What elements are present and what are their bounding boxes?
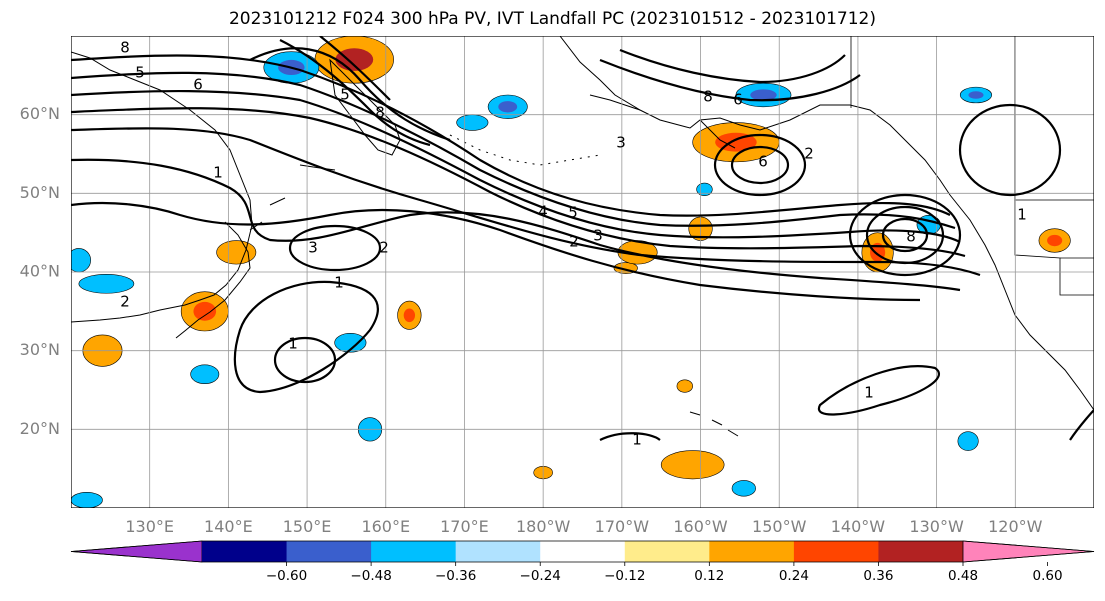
pv-region-14 <box>78 274 135 294</box>
contour-label: 1 <box>213 164 223 182</box>
colorbar-segment <box>371 541 457 562</box>
pv-region-24 <box>957 431 979 451</box>
contour-label: 6 <box>758 153 768 171</box>
colorbar-tick-label: −0.24 <box>520 568 561 584</box>
colorbar-tick-label: 0.24 <box>779 568 809 584</box>
colorbar-segment <box>624 541 710 562</box>
lon-tick-label: 150°E <box>283 517 332 536</box>
pv-region-2-core <box>498 101 518 113</box>
colorbar-tick-label: 0.60 <box>1033 568 1063 584</box>
pv-region-15-core <box>193 301 217 321</box>
contour-label: 4 <box>538 203 548 221</box>
contour-label: 6 <box>733 91 743 109</box>
chart-title: 2023101212 F024 300 hPa PV, IVT Landfall… <box>228 9 876 29</box>
lat-tick-label: 40°N <box>20 262 60 281</box>
contour-label: 8 <box>120 39 130 57</box>
colorbar-segment <box>878 541 964 562</box>
pv-region-3 <box>456 114 489 131</box>
colorbar-tick-label: −0.60 <box>266 568 307 584</box>
pv-region-8 <box>696 182 713 196</box>
pv-region-11-core <box>1047 234 1063 247</box>
contour-label: 1 <box>632 431 642 449</box>
contour-label: 1 <box>864 384 874 402</box>
colorbar-frame <box>70 540 1095 563</box>
lon-tick-label: 130°E <box>125 517 174 536</box>
axis-labels: 20°N 30°N 40°N 50°N 60°N 130°E 140°E 150°E 160°E… <box>20 104 1043 536</box>
colorbar-segment <box>455 541 541 562</box>
colorbar-segment <box>709 541 795 562</box>
pv-region-18 <box>334 333 367 353</box>
contour-label: 1 <box>288 335 298 353</box>
lat-tick-label: 30°N <box>20 340 60 359</box>
contour-label: 8 <box>906 228 916 246</box>
pv-region-13 <box>71 248 91 273</box>
pv-region-6-core <box>968 91 984 99</box>
contour-label: 6 <box>193 76 203 94</box>
contour-label: 2 <box>804 145 814 163</box>
pv-region-0-core <box>335 48 374 71</box>
colorbar-extend-high <box>962 540 1095 563</box>
lon-tick-label: 140°E <box>204 517 253 536</box>
contour-label: 5 <box>568 204 578 222</box>
pv-region-25 <box>731 480 756 497</box>
pv-region-21 <box>660 450 725 480</box>
colorbar-extend-low <box>70 540 203 563</box>
lat-tick-label: 50°N <box>20 183 60 202</box>
contour-label: 5 <box>135 64 145 82</box>
lon-tick-label: 160°W <box>673 517 728 536</box>
contour-label: 8 <box>703 88 713 106</box>
contour-label: 5 <box>340 86 350 104</box>
colorbar-segment <box>286 541 372 562</box>
colorbar-tick-label: 0.12 <box>694 568 724 584</box>
pv-region-19 <box>190 364 220 385</box>
colorbar-segment <box>202 541 288 562</box>
contour-label: 2 <box>569 233 579 251</box>
lon-tick-label: 120°W <box>988 517 1043 536</box>
contour-label: 2 <box>120 293 130 311</box>
lat-tick-label: 20°N <box>20 419 60 438</box>
colorbar-tick-label: −0.36 <box>435 568 476 584</box>
lon-tick-label: 180°W <box>516 517 571 536</box>
contour-label: 3 <box>308 239 318 257</box>
lon-tick-label: 150°W <box>752 517 807 536</box>
contour-label: 2 <box>379 239 389 257</box>
contour-label: 8 <box>375 104 385 122</box>
colorbar-tick-label: −0.12 <box>604 568 645 584</box>
lon-tick-label: 140°W <box>831 517 886 536</box>
pv-region-5-core <box>750 89 777 101</box>
contour-label: 1 <box>1017 206 1027 224</box>
colorbar-tick-label: 0.48 <box>948 568 978 584</box>
pv-region-28 <box>71 491 103 508</box>
lon-tick-label: 170°E <box>440 517 489 536</box>
gridlines <box>71 36 1094 508</box>
lon-tick-label: 130°W <box>909 517 964 536</box>
contour-label: 3 <box>616 134 626 152</box>
colorbar-segment <box>793 541 879 562</box>
colorbar-tick-label: 0.36 <box>863 568 893 584</box>
contour-label: 1 <box>334 274 344 292</box>
lon-tick-label: 170°W <box>595 517 650 536</box>
contour-label: 3 <box>593 227 603 245</box>
lon-tick-label: 160°E <box>361 517 410 536</box>
lat-tick-label: 60°N <box>20 104 60 123</box>
colorbar: −0.60 −0.48 −0.36 −0.24 −0.12 0.12 0.24 0.36 0.4… <box>70 540 1095 584</box>
pv-region-17-core <box>403 308 416 323</box>
pv-region-23 <box>676 379 693 393</box>
colorbar-tick-label: −0.48 <box>350 568 391 584</box>
pv-contours <box>71 36 1094 441</box>
colorbar-segment <box>540 541 626 562</box>
pv-region-12 <box>216 240 257 265</box>
